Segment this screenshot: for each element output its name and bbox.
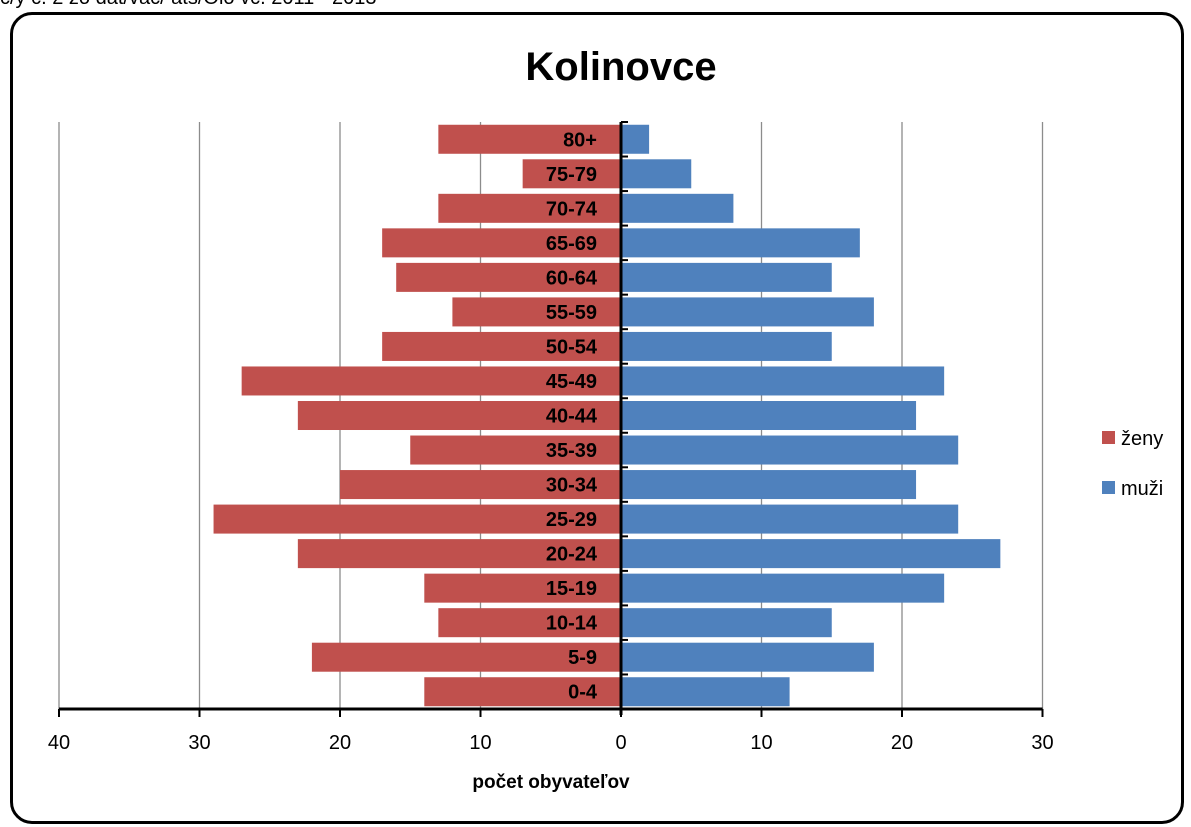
category-label: 5-9	[568, 647, 597, 669]
x-tick-label: 20	[891, 732, 913, 754]
legend: ženy muži	[1102, 428, 1163, 500]
bar-zeny	[382, 331, 621, 361]
bar-zeny	[297, 400, 621, 431]
bar-zeny	[213, 504, 622, 534]
bar-zeny	[396, 262, 621, 292]
bar-muzi	[621, 573, 945, 603]
bar-muzi	[621, 470, 917, 500]
bar-muzi	[621, 435, 959, 465]
bar-muzi	[621, 504, 959, 534]
cropped-header-text: c/y c. 2 zo dat/vac/ ats/Olo vc. 2011 - …	[0, 0, 376, 10]
bar-zeny	[522, 159, 621, 189]
chart-title: Kolinovce	[525, 45, 716, 89]
category-label: 65-69	[546, 233, 597, 255]
x-tick-label: 10	[469, 732, 491, 754]
bar-muzi	[621, 608, 832, 638]
category-label: 10-14	[546, 613, 598, 635]
legend-swatch	[1102, 481, 1115, 494]
category-label: 40-44	[546, 406, 598, 428]
bar-zeny	[424, 677, 621, 707]
bar-muzi	[621, 228, 860, 258]
legend-swatch	[1102, 431, 1115, 444]
x-tick-label: 30	[1031, 732, 1053, 754]
category-label: 75-79	[546, 164, 597, 186]
bar-zeny	[340, 470, 621, 500]
category-label: 25-29	[546, 509, 597, 531]
bar-muzi	[621, 331, 832, 361]
x-tick-label: 40	[48, 732, 70, 754]
category-label: 0-4	[568, 682, 598, 704]
bar-muzi	[621, 366, 945, 396]
bar-zeny	[297, 539, 621, 569]
bar-muzi	[621, 124, 650, 154]
legend-label: ženy	[1121, 428, 1163, 450]
category-label: 35-39	[546, 440, 597, 462]
bar-muzi	[621, 400, 917, 431]
bar-muzi	[621, 193, 734, 223]
bar-muzi	[621, 642, 874, 672]
category-label: 45-49	[546, 371, 597, 393]
x-tick-label: 30	[188, 732, 210, 754]
bar-muzi	[621, 159, 692, 189]
x-tick-label: 10	[750, 732, 772, 754]
bar-zeny	[382, 228, 621, 258]
x-tick-label: 0	[615, 732, 626, 754]
bars	[213, 124, 1001, 707]
bar-zeny	[438, 193, 621, 223]
x-axis-label: počet obyvateľov	[472, 772, 630, 793]
legend-label: muži	[1121, 478, 1163, 500]
category-labels: 80+ 75-79 70-74 65-69 60-64 55-59 50-54 45-49 40…	[546, 129, 598, 703]
bar-zeny	[311, 642, 621, 672]
bar-zeny	[410, 435, 621, 465]
bar-muzi	[621, 262, 832, 292]
bar-muzi	[621, 297, 874, 327]
category-label: 50-54	[546, 336, 598, 358]
category-label: 15-19	[546, 578, 597, 600]
category-label: 60-64	[546, 267, 598, 289]
bar-zeny	[424, 573, 621, 603]
category-label: 70-74	[546, 198, 598, 220]
bar-zeny	[438, 608, 621, 638]
bar-muzi	[621, 677, 790, 707]
bar-zeny	[438, 124, 621, 154]
category-label: 30-34	[546, 475, 598, 497]
bar-zeny	[452, 297, 621, 327]
bar-zeny	[241, 366, 621, 396]
category-label: 80+	[563, 129, 597, 151]
bar-muzi	[621, 539, 1001, 569]
category-label: 20-24	[546, 544, 598, 566]
axes: 40 30 20 10 0 10 20 30	[48, 121, 1054, 754]
x-tick-label: 20	[329, 732, 351, 754]
category-label: 55-59	[546, 302, 597, 324]
